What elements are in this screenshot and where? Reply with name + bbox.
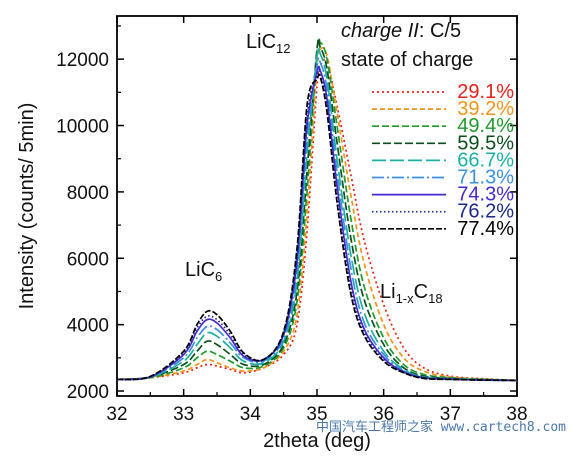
legend-label-8: 76.2% (457, 201, 514, 223)
legend-label-3: 49.4% (457, 115, 514, 137)
axis-ticks: 32 33 34 35 36 37 38 2000 4000 6000 8000 10000 12000 (56, 16, 528, 425)
legend-subtitle: state of charge (341, 49, 473, 71)
legend-title-rest: : C/5 (419, 20, 461, 42)
annotation-li1xc18-a: Li (380, 281, 396, 303)
legend-label-9: 77.4% (457, 218, 514, 240)
annotation-li1xc18-sub1: 1-x (396, 291, 415, 306)
annotation-lic12: LiC12 (246, 31, 290, 56)
x-tick-label-32: 32 (106, 404, 127, 425)
legend-label-2: 39.2% (457, 98, 514, 120)
legend-label-6: 71.3% (457, 167, 514, 189)
series-line-7 (116, 65, 518, 382)
watermark-text: 中国汽车工程师之家 www.cartech8.com (316, 419, 566, 435)
annotation-lic12-base: LiC (246, 31, 276, 53)
annotation-lic6-sub: 6 (215, 269, 222, 284)
legend-label-5: 66.7% (457, 149, 514, 171)
legend-label-1: 29.1% (457, 81, 514, 103)
legend-title: charge II: C/5 (341, 20, 461, 42)
y-tick-label-10000: 10000 (56, 117, 109, 138)
annotation-li1xc18: Li1-xC18 (380, 281, 443, 306)
annotation-lic6-base: LiC (185, 259, 215, 281)
x-tick-label-36: 36 (373, 404, 394, 425)
x-axis-title: 2theta (deg) (263, 430, 371, 452)
x-tick-label-38: 38 (506, 404, 527, 425)
x-tick-label-33: 33 (173, 404, 194, 425)
annotation-li1xc18-sub2: 18 (428, 291, 442, 306)
y-tick-label-6000: 6000 (67, 249, 109, 270)
x-tick-label-37: 37 (440, 404, 461, 425)
annotation-li1xc18-b: C (414, 281, 428, 303)
y-tick-label-8000: 8000 (67, 183, 109, 204)
y-tick-label-2000: 2000 (67, 382, 109, 403)
series-line-1 (116, 58, 518, 382)
y-tick-label-12000: 12000 (56, 50, 109, 71)
legend-title-italic: charge II (341, 20, 419, 42)
annotation-lic12-sub: 12 (276, 41, 290, 56)
annotation-lic6: LiC6 (185, 259, 222, 284)
y-axis-title: Intensity (counts/ 5min) (16, 103, 38, 310)
series-line-3 (116, 36, 518, 382)
x-tick-label-35: 35 (306, 404, 327, 425)
y-tick-label-4000: 4000 (67, 316, 109, 337)
legend: 29.1%39.2%49.4%59.5%66.7%71.3%74.3%76.2%… (372, 81, 514, 240)
legend-label-7: 74.3% (457, 184, 514, 206)
series-line-9 (116, 73, 518, 382)
legend-label-4: 59.5% (457, 132, 514, 154)
x-tick-label-34: 34 (240, 404, 262, 425)
series-lines (116, 36, 518, 382)
